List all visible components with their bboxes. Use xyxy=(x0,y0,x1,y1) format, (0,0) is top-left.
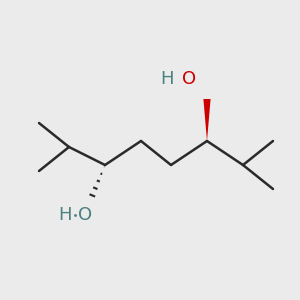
Text: O: O xyxy=(77,206,92,224)
Polygon shape xyxy=(93,186,98,190)
Polygon shape xyxy=(100,172,103,175)
Polygon shape xyxy=(96,179,100,183)
Text: O: O xyxy=(182,70,196,88)
Text: H: H xyxy=(160,70,173,88)
Polygon shape xyxy=(104,166,105,168)
Text: H: H xyxy=(58,206,71,224)
Polygon shape xyxy=(89,193,95,198)
Polygon shape xyxy=(203,99,211,141)
